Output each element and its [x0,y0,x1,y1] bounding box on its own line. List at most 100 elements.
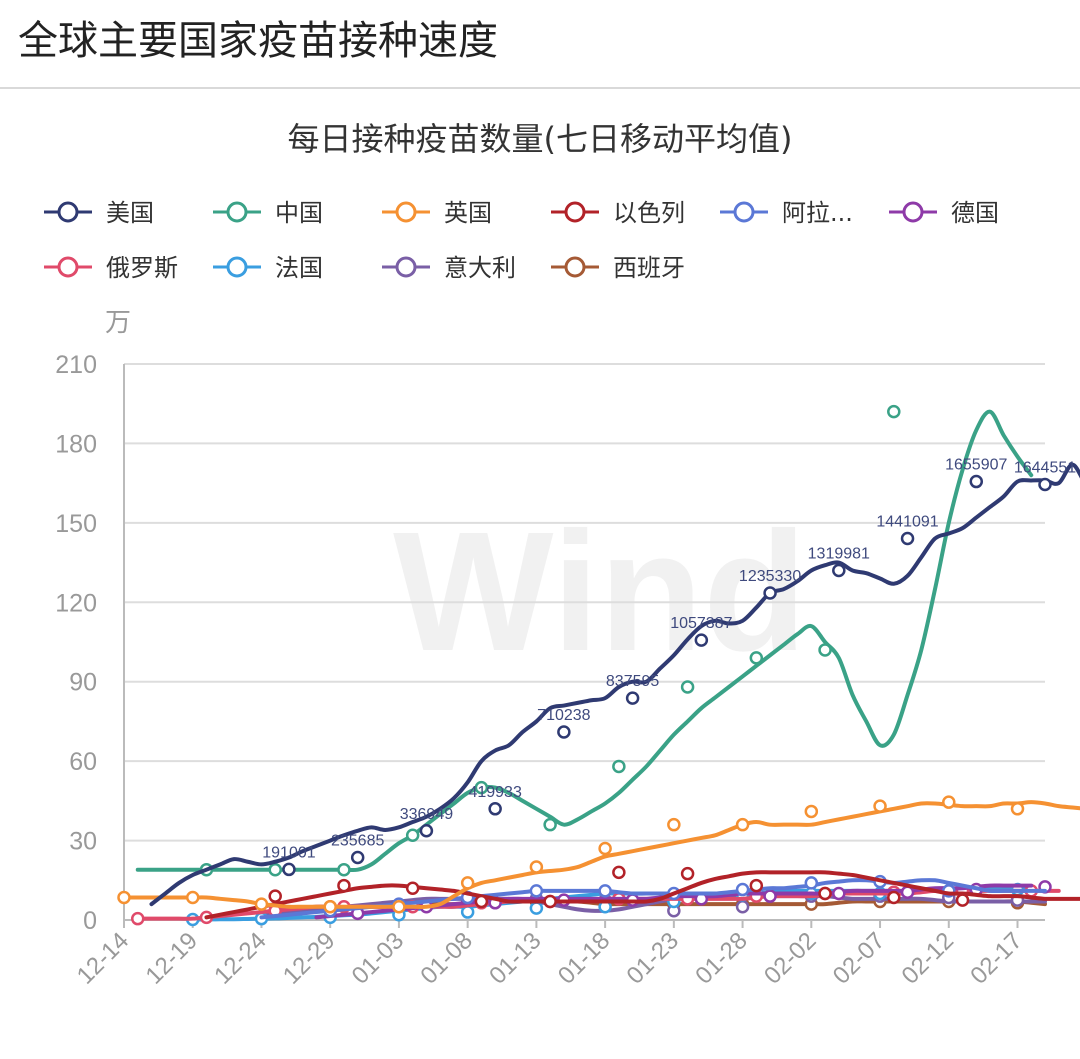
data-point [1038,477,1052,492]
legend-label: 阿拉... [782,199,853,227]
data-point [900,531,915,546]
y-tick-label: 150 [55,510,97,538]
legend-marker [395,201,417,223]
data-point [543,817,557,832]
data-point [405,881,420,895]
data-point [323,900,337,914]
data-point [763,586,777,600]
legend-item[interactable]: 中国 [213,199,323,227]
data-point [460,876,475,890]
data-point [667,817,681,832]
data-label: 1057387 [670,615,732,632]
data-point [887,890,901,905]
data-point [735,900,750,914]
x-tick-label: 02-02 [759,927,822,990]
legend-label: 以色列 [613,199,685,227]
series-line [149,462,1080,907]
data-label: 1319981 [808,546,870,563]
data-point [873,799,887,813]
series-line [122,800,1080,909]
y-tick-label: 210 [55,351,97,379]
legend-marker [57,256,79,278]
data-label: 1644551 [1014,459,1076,476]
legend-item[interactable]: 意大利 [382,254,516,282]
data-label: 837595 [606,673,659,690]
legend-item[interactable]: 英国 [382,199,492,227]
data-point [749,878,764,893]
series-line [204,870,1080,920]
data-point [254,897,269,911]
vaccination-line-chart: Wind 每日接种疫苗数量(七日移动平均值) 美国 中国 英国 以色列 阿拉... 德国俄… [44,120,1080,990]
data-point [130,911,145,926]
data-label: 1441091 [876,513,938,530]
data-point [474,780,489,795]
data-point [763,889,777,903]
data-point [680,680,695,694]
x-tick-label: 12-14 [72,927,135,990]
data-point [419,824,434,838]
data-point [268,862,282,877]
data-point [804,804,819,819]
legend-item[interactable]: 德国 [889,199,999,227]
data-point [955,893,970,907]
x-tick-label: 02-17 [965,927,1028,990]
x-tick-label: 01-03 [347,927,410,990]
legend-marker [902,201,924,223]
x-axis-ticks: 12-14 12-19 12-24 12-29 01-03 01-08 01-13 01-18… [72,920,1028,990]
series-2 [117,795,1080,914]
data-point [392,900,406,914]
legend-item[interactable]: 俄罗斯 [44,254,178,282]
legend-label: 英国 [444,199,492,227]
y-axis-ticks: 0 30 60 90 120 150 180 210 [55,351,97,935]
title-divider [0,87,1080,89]
data-point [185,890,200,905]
data-point [282,862,296,877]
x-tick-label: 02-12 [897,927,960,990]
x-tick-label: 01-08 [415,927,478,990]
legend-label: 法国 [275,254,323,282]
data-point [749,651,764,665]
data-label: 1235330 [739,568,801,585]
y-tick-label: 30 [69,828,97,856]
legend-marker [395,256,417,278]
legend-marker [226,201,248,223]
data-point [818,886,832,901]
data-point [529,860,544,874]
data-point [117,890,131,905]
data-point [337,878,351,893]
x-tick-label: 12-19 [140,927,203,990]
series-lines [117,404,1080,927]
data-point [887,404,901,419]
data-point [735,882,750,897]
data-point [350,850,365,865]
data-label: 191001 [262,844,315,861]
data-point [474,894,489,909]
data-point [268,889,282,903]
x-tick-label: 01-28 [690,927,753,990]
data-point [598,841,612,856]
data-label: 235685 [331,833,384,850]
legend-item[interactable]: 阿拉... [720,199,853,227]
data-point [969,474,984,489]
y-tick-label: 90 [69,669,97,697]
y-tick-label: 0 [83,907,97,935]
data-point [942,795,956,809]
x-tick-label: 01-23 [622,927,685,990]
data-point [529,901,544,915]
data-point [625,691,640,705]
data-labels: 191001 235685 336949 419933 710238 837595 1057… [262,457,1076,862]
legend-marker [564,256,586,278]
legend-item[interactable]: 西班牙 [551,254,685,282]
y-tick-label: 180 [55,430,97,458]
series-0 [149,462,1080,907]
legend-item[interactable]: 美国 [44,199,154,227]
data-point [804,876,819,890]
data-point [612,865,626,880]
x-tick-label: 12-29 [278,927,341,990]
data-point [832,886,846,901]
data-point [832,563,846,578]
legend-item[interactable]: 以色列 [551,199,685,227]
legend-item[interactable]: 法国 [213,254,323,282]
series-3 [204,865,1080,920]
